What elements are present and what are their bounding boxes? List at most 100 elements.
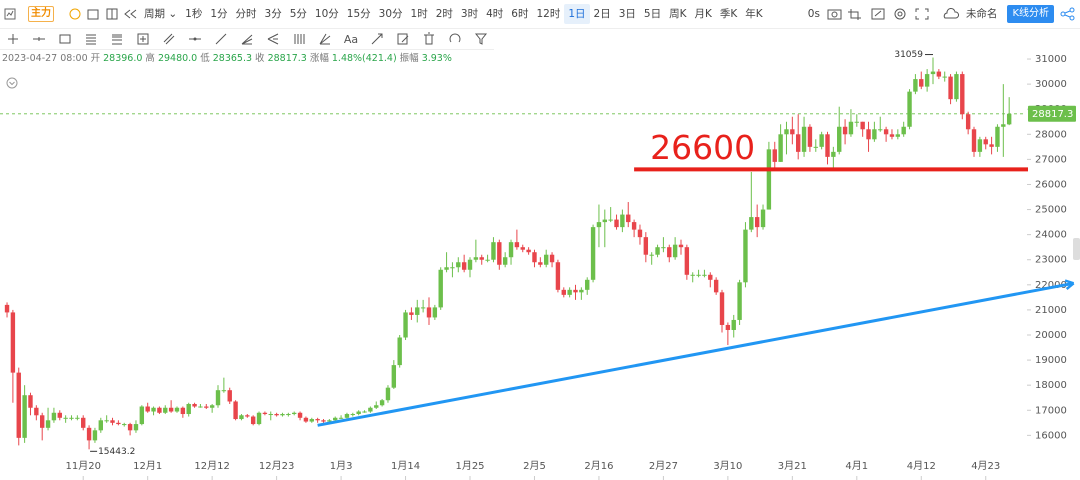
- candle-body: [608, 219, 613, 221]
- interval-button[interactable]: 3日: [618, 8, 636, 20]
- candle-body: [116, 422, 121, 425]
- collapse-button[interactable]: [6, 74, 18, 93]
- hline-tool[interactable]: [26, 29, 52, 49]
- candle-body: [649, 254, 654, 256]
- info-item: 29480.0: [158, 53, 197, 64]
- interval-button[interactable]: 10分: [314, 8, 339, 20]
- print-icon[interactable]: [82, 7, 104, 21]
- interval-button[interactable]: 6时: [511, 8, 529, 20]
- book-icon[interactable]: [104, 7, 122, 21]
- candle-body: [667, 247, 672, 258]
- y-tick-label: 17000: [1035, 405, 1067, 416]
- channel-tool[interactable]: [104, 29, 130, 49]
- candle-body: [192, 403, 197, 407]
- layout-name[interactable]: 未命名: [965, 8, 998, 20]
- candle-body: [368, 407, 373, 412]
- crop-icon[interactable]: [846, 7, 868, 21]
- interval-button[interactable]: 月K: [694, 8, 712, 20]
- candle-body: [801, 126, 807, 152]
- note-tool[interactable]: [390, 29, 416, 49]
- info-item: 28817.3: [268, 53, 307, 64]
- y-tick-label: 28000: [1035, 129, 1067, 140]
- gann-tool[interactable]: [312, 29, 338, 49]
- brand[interactable]: 主力: [28, 6, 54, 22]
- rect-tool[interactable]: [52, 29, 78, 49]
- fullscreen-icon[interactable]: [912, 7, 934, 21]
- cross-tool[interactable]: [130, 29, 156, 49]
- interval-button[interactable]: 30分: [378, 8, 403, 20]
- period-menu[interactable]: 周期 ⌄: [144, 8, 178, 20]
- candle-body: [473, 257, 479, 260]
- candle-body: [438, 269, 443, 308]
- pitch-tool[interactable]: [260, 29, 286, 49]
- interval-button[interactable]: 周K: [669, 8, 687, 20]
- interval-button[interactable]: 1日: [564, 4, 590, 24]
- interval-button[interactable]: 2日: [593, 8, 611, 20]
- interval-button[interactable]: 3分: [264, 8, 282, 20]
- coin-icon[interactable]: [68, 7, 82, 21]
- settings-icon[interactable]: [890, 7, 912, 21]
- interval-button[interactable]: 1分: [210, 8, 228, 20]
- delete-tool[interactable]: [416, 29, 442, 49]
- fan-tool[interactable]: [234, 29, 260, 49]
- trend-tool[interactable]: [208, 29, 234, 49]
- candle-body: [151, 407, 156, 412]
- measure-tool[interactable]: [364, 29, 390, 49]
- interval-button[interactable]: 4时: [486, 8, 504, 20]
- candle-body: [825, 134, 830, 157]
- text-tool[interactable]: Aa: [343, 32, 359, 46]
- filter-tool[interactable]: [468, 29, 494, 49]
- candle-body: [415, 307, 420, 315]
- menu-icon[interactable]: [4, 8, 16, 20]
- interval-button[interactable]: 季K: [719, 8, 738, 20]
- bars-tool[interactable]: [286, 29, 312, 49]
- x-tick-label: 12月23: [259, 460, 294, 472]
- info-item: 开: [91, 53, 101, 64]
- interval-button[interactable]: 分时: [235, 8, 257, 20]
- ray-tool[interactable]: [182, 29, 208, 49]
- candle-body: [719, 292, 725, 325]
- candle-body: [772, 149, 777, 162]
- y-tick-label: 22000: [1035, 280, 1067, 291]
- candle-body: [784, 129, 789, 135]
- info-item: 1.48%(421.4): [332, 53, 397, 64]
- interval-button[interactable]: 5分: [289, 8, 307, 20]
- candle-body: [549, 254, 555, 263]
- candle-body: [579, 289, 584, 293]
- interval-button[interactable]: 1秒: [185, 8, 203, 20]
- interval-button[interactable]: 12时: [536, 8, 561, 20]
- magnet-tool[interactable]: [442, 29, 468, 49]
- timer[interactable]: 0s: [807, 8, 820, 20]
- cursor-tool[interactable]: [0, 29, 26, 49]
- rewind-icon[interactable]: [122, 7, 140, 21]
- y-tick-label: 16000: [1035, 430, 1067, 441]
- candle-body: [356, 411, 361, 415]
- parallel-tool[interactable]: [156, 29, 182, 49]
- candle-body: [749, 217, 754, 230]
- interval-button[interactable]: 年K: [745, 8, 763, 20]
- compare-icon[interactable]: [868, 7, 890, 21]
- candle-body: [936, 71, 942, 77]
- camera-icon[interactable]: [824, 7, 846, 21]
- cloud-icon[interactable]: [940, 7, 962, 21]
- info-item: 高: [145, 52, 155, 64]
- candle-body: [837, 126, 842, 152]
- lines-tool[interactable]: [78, 29, 104, 49]
- interval-button[interactable]: 1时: [410, 8, 428, 20]
- candle-body: [250, 416, 256, 425]
- candle-body: [497, 242, 502, 265]
- candle-body: [98, 420, 104, 431]
- analysis-button[interactable]: K线分析: [1007, 5, 1054, 23]
- interval-button[interactable]: 15分: [346, 8, 371, 20]
- interval-button[interactable]: 2时: [435, 8, 453, 20]
- info-item: 涨幅: [310, 52, 330, 64]
- interval-button[interactable]: 3时: [460, 8, 479, 20]
- period-label: 周期: [144, 8, 165, 20]
- candle-body: [303, 417, 309, 422]
- x-tick-label: 1月14: [391, 460, 420, 472]
- scroll-handle[interactable]: [1073, 238, 1080, 260]
- share-icon[interactable]: [1060, 7, 1076, 21]
- interval-button[interactable]: 5日: [643, 8, 662, 20]
- candle-body: [508, 242, 514, 258]
- candle-body: [948, 76, 953, 100]
